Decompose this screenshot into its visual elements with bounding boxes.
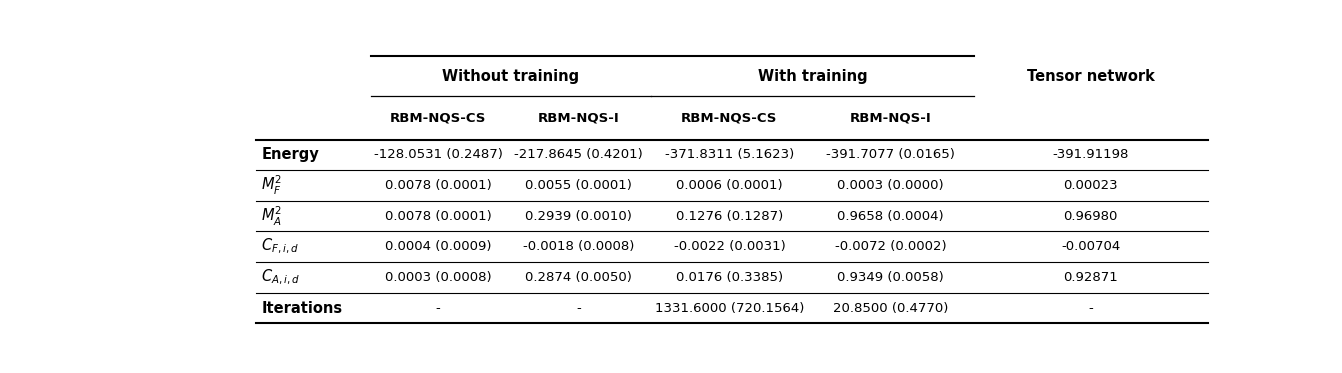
Text: 0.0176 (0.3385): 0.0176 (0.3385) (676, 271, 782, 284)
Text: 1331.6000 (720.1564): 1331.6000 (720.1564) (655, 301, 804, 314)
Text: 0.1276 (0.1287): 0.1276 (0.1287) (676, 210, 782, 223)
Text: RBM-NQS-CS: RBM-NQS-CS (682, 112, 777, 125)
Text: 0.0003 (0.0008): 0.0003 (0.0008) (385, 271, 491, 284)
Text: 0.9658 (0.0004): 0.9658 (0.0004) (837, 210, 943, 223)
Text: 0.0078 (0.0001): 0.0078 (0.0001) (385, 179, 491, 192)
Text: 20.8500 (0.4770): 20.8500 (0.4770) (833, 301, 949, 314)
Text: $C_{F,i,d}$: $C_{F,i,d}$ (262, 237, 299, 256)
Text: 0.00023: 0.00023 (1063, 179, 1118, 192)
Text: $C_{A,i,d}$: $C_{A,i,d}$ (262, 268, 301, 287)
Text: 0.0004 (0.0009): 0.0004 (0.0009) (385, 240, 491, 253)
Text: -391.91198: -391.91198 (1052, 148, 1129, 162)
Text: Without training: Without training (443, 69, 580, 84)
Text: Iterations: Iterations (262, 301, 342, 316)
Text: -371.8311 (5.1623): -371.8311 (5.1623) (664, 148, 794, 162)
Text: 0.0003 (0.0000): 0.0003 (0.0000) (837, 179, 943, 192)
Text: Tensor network: Tensor network (1027, 69, 1154, 84)
Text: $M_F^2$: $M_F^2$ (262, 174, 283, 197)
Text: RBM-NQS-I: RBM-NQS-I (849, 112, 931, 125)
Text: -128.0531 (0.2487): -128.0531 (0.2487) (373, 148, 503, 162)
Text: -: - (436, 301, 440, 314)
Text: RBM-NQS-CS: RBM-NQS-CS (391, 112, 486, 125)
Text: -: - (576, 301, 581, 314)
Text: 0.2874 (0.0050): 0.2874 (0.0050) (525, 271, 632, 284)
Text: 0.96980: 0.96980 (1064, 210, 1118, 223)
Text: 0.0078 (0.0001): 0.0078 (0.0001) (385, 210, 491, 223)
Text: 0.9349 (0.0058): 0.9349 (0.0058) (837, 271, 943, 284)
Text: 0.2939 (0.0010): 0.2939 (0.0010) (525, 210, 632, 223)
Text: RBM-NQS-I: RBM-NQS-I (538, 112, 620, 125)
Text: -0.00704: -0.00704 (1062, 240, 1121, 253)
Text: With training: With training (758, 69, 867, 84)
Text: -0.0018 (0.0008): -0.0018 (0.0008) (523, 240, 635, 253)
Text: -391.7077 (0.0165): -391.7077 (0.0165) (827, 148, 956, 162)
Text: 0.92871: 0.92871 (1063, 271, 1118, 284)
Text: 0.0006 (0.0001): 0.0006 (0.0001) (676, 179, 782, 192)
Text: -217.8645 (0.4201): -217.8645 (0.4201) (514, 148, 643, 162)
Text: Energy: Energy (262, 147, 319, 162)
Text: -: - (1088, 301, 1094, 314)
Text: $M_A^2$: $M_A^2$ (262, 204, 283, 228)
Text: 0.0055 (0.0001): 0.0055 (0.0001) (525, 179, 632, 192)
Text: -0.0072 (0.0002): -0.0072 (0.0002) (835, 240, 946, 253)
Text: -0.0022 (0.0031): -0.0022 (0.0031) (674, 240, 785, 253)
